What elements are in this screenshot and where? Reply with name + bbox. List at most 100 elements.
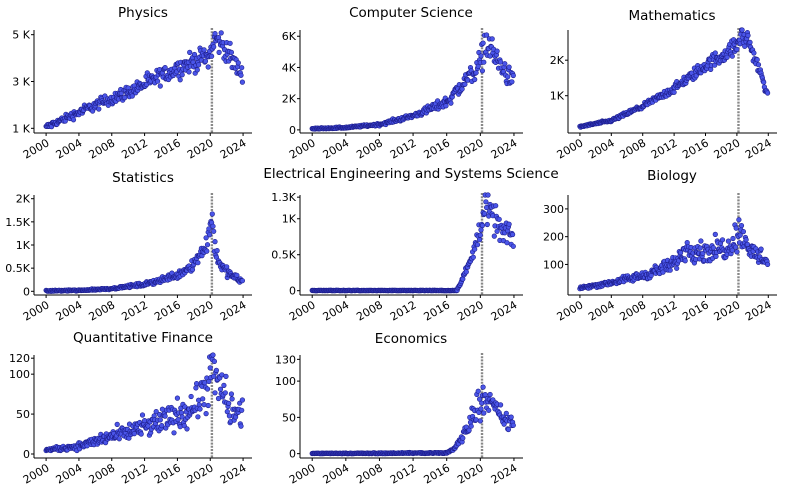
data-point: [738, 223, 745, 229]
y-tick-label: 0: [289, 124, 296, 137]
data-point: [184, 426, 190, 432]
data-point: [698, 238, 704, 244]
data-point: [211, 44, 217, 50]
data-point: [114, 421, 120, 428]
data-point: [239, 278, 245, 284]
data-point: [462, 81, 468, 87]
data-point: [477, 237, 483, 243]
data-point: [228, 391, 234, 397]
chart-title: Biology: [647, 168, 697, 184]
y-tick-label: 4K: [282, 61, 297, 74]
x-tick-label: 2012: [649, 298, 680, 323]
chart-panel-6: Quantitative Finance 0 50 100 120 2000 2004 200…: [9, 330, 252, 487]
y-tick-label: 3 K: [12, 76, 30, 89]
x-tick-label: 2016: [152, 136, 183, 161]
data-point: [477, 396, 483, 402]
data-point: [460, 276, 466, 282]
x-tick-label: 2008: [354, 136, 385, 161]
x-tick-label: 2000: [555, 298, 586, 323]
data-point: [234, 272, 240, 278]
data-point: [203, 411, 209, 417]
data-point: [211, 228, 217, 234]
data-point: [482, 392, 488, 398]
data-point: [139, 412, 146, 418]
data-point: [479, 400, 485, 406]
x-tick-label: 2012: [119, 298, 150, 323]
data-point: [196, 402, 202, 408]
data-point: [463, 269, 469, 275]
data-point: [493, 203, 499, 209]
data-point: [212, 390, 218, 396]
data-point: [481, 211, 488, 217]
x-tick-label: 2012: [388, 461, 419, 486]
x-tick-label: 2020: [185, 298, 216, 323]
chart-title: Electrical Engineering and Systems Scien…: [263, 166, 558, 182]
data-point: [478, 53, 484, 59]
x-tick-label: 2024: [489, 298, 520, 323]
data-point: [736, 217, 742, 223]
data-point: [764, 261, 771, 268]
x-tick-label: 2024: [743, 298, 774, 323]
data-point: [207, 232, 213, 238]
data-point: [729, 53, 735, 59]
y-tick-label: 300: [543, 203, 564, 216]
chart-title: Quantitative Finance: [73, 330, 213, 346]
x-tick-label: 2020: [455, 298, 486, 323]
data-point: [475, 388, 481, 394]
x-tick-label: 2008: [617, 298, 648, 323]
data-point: [129, 93, 135, 99]
data-point: [204, 386, 211, 392]
data-point: [484, 221, 490, 228]
data-point: [162, 413, 168, 419]
data-point: [502, 61, 508, 67]
x-tick-label: 2000: [287, 136, 318, 161]
chart-title: Economics: [375, 331, 447, 347]
data-point: [204, 242, 211, 248]
x-tick-label: 2024: [218, 136, 249, 161]
y-tick-label: 0.5K: [5, 262, 30, 275]
chart-title: Physics: [118, 5, 168, 21]
y-tick-label: 100: [9, 368, 30, 381]
data-point: [481, 59, 487, 65]
x-tick-label: 2008: [354, 298, 385, 323]
y-tick-label: 1K: [550, 90, 565, 103]
data-point: [205, 402, 211, 409]
x-tick-label: 2004: [321, 298, 352, 323]
data-point: [739, 27, 745, 33]
data-point: [496, 216, 502, 222]
data-point: [213, 367, 219, 374]
data-point: [459, 86, 465, 92]
x-tick-label: 2004: [586, 136, 617, 161]
data-point: [684, 240, 690, 246]
data-point: [510, 243, 516, 249]
data-point: [483, 199, 489, 205]
data-point: [473, 417, 479, 423]
data-point: [157, 83, 163, 89]
data-point: [239, 407, 245, 413]
data-point: [510, 72, 516, 79]
y-tick-label: 100: [275, 375, 296, 388]
data-point: [742, 43, 748, 49]
y-tick-label: 1.5K: [5, 216, 30, 229]
x-tick-label: 2004: [321, 136, 352, 161]
chart-title: Mathematics: [629, 8, 716, 24]
x-tick-label: 2016: [421, 298, 452, 323]
x-tick-label: 2008: [87, 136, 118, 161]
data-point: [487, 391, 493, 398]
data-point: [481, 410, 487, 416]
data-point: [509, 231, 516, 238]
data-point: [210, 352, 216, 358]
data-point: [175, 417, 181, 423]
data-point: [712, 50, 718, 56]
x-tick-label: 2024: [218, 298, 249, 323]
data-point: [761, 79, 767, 85]
data-point: [494, 228, 500, 234]
y-tick-label: 50: [16, 408, 30, 421]
data-point: [238, 423, 244, 429]
data-point: [477, 232, 483, 238]
x-tick-label: 2020: [185, 136, 216, 161]
data-point: [671, 89, 677, 95]
y-tick-label: 1K: [282, 213, 297, 226]
